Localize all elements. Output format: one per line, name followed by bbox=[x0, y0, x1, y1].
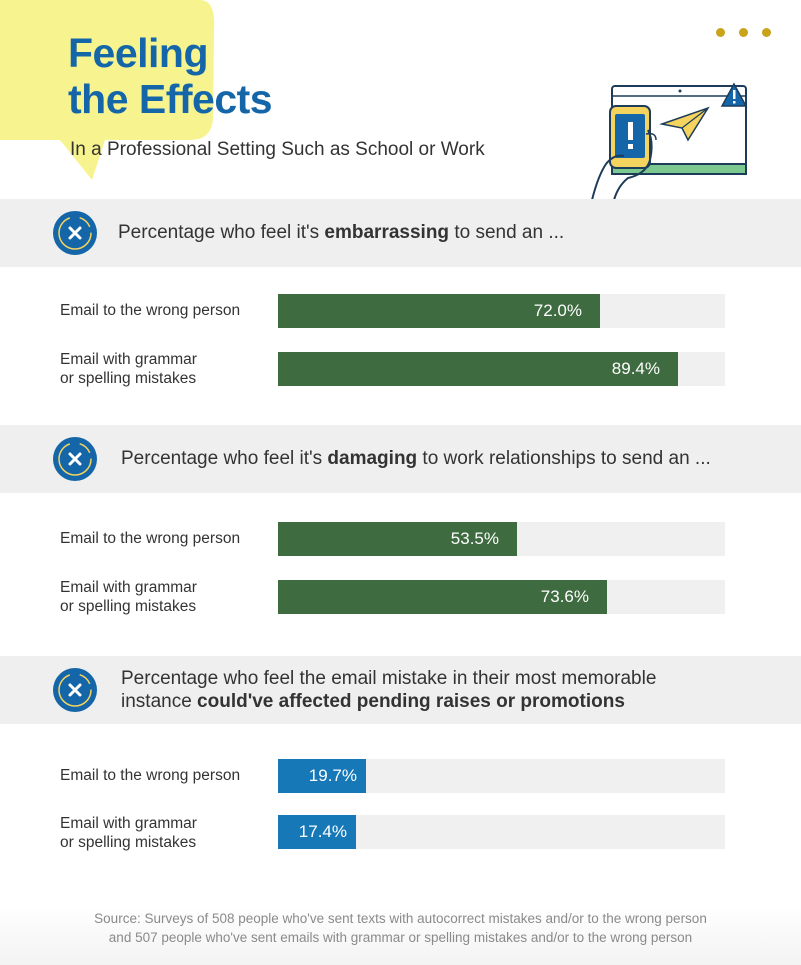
laptop-phone-warning-illustration bbox=[591, 82, 748, 200]
page-title: Feeling the Effects bbox=[68, 30, 273, 122]
bar-0-0: 72.0% bbox=[278, 294, 600, 328]
section-text-bold: damaging bbox=[327, 448, 418, 469]
bar-value-label: 53.5% bbox=[450, 529, 499, 548]
bar-track: 53.5% bbox=[278, 522, 725, 556]
section-text-before: instance bbox=[121, 691, 198, 712]
row-label-wrong-person: Email to the wrong person bbox=[60, 530, 241, 547]
bar-value-label: 17.4% bbox=[298, 822, 347, 841]
row-label-grammar-line2: or spelling mistakes bbox=[60, 370, 197, 387]
section-text: Percentage who feel it's damaging to wor… bbox=[121, 447, 711, 470]
source-note: Source: Surveys of 508 people who've sen… bbox=[0, 909, 801, 947]
bar-1-0: 53.5% bbox=[278, 522, 517, 556]
title-line-1: Feeling bbox=[68, 30, 209, 76]
section-text: Percentage who feel it's embarrassing to… bbox=[118, 221, 564, 244]
row-label-grammar: Email with grammar or spelling mistakes bbox=[60, 350, 197, 388]
source-line-2: and 507 people who've sent emails with g… bbox=[108, 930, 693, 945]
more-dots-icon[interactable] bbox=[716, 28, 771, 37]
section-text-before: Percentage who feel it's bbox=[118, 222, 325, 243]
bar-track: 72.0% bbox=[278, 294, 725, 328]
footer-bg bbox=[0, 905, 801, 965]
section-text-bold: embarrassing bbox=[324, 222, 450, 243]
dot bbox=[716, 28, 725, 37]
row-label-wrong-person: Email to the wrong person bbox=[60, 302, 241, 319]
bar-track: 89.4% bbox=[278, 352, 725, 386]
row-label-grammar-line1: Email with grammar bbox=[60, 351, 197, 368]
bar-track: 17.4% bbox=[278, 815, 725, 849]
bar-track: 73.6% bbox=[278, 580, 725, 614]
speech-bubble-shape bbox=[0, 0, 215, 180]
bar-value-label: 73.6% bbox=[540, 587, 589, 606]
section-text-after: to work relationships to send an ... bbox=[417, 448, 711, 469]
section-text-after: to send an ... bbox=[449, 222, 565, 243]
section-text-bold: could've affected pending raises or prom… bbox=[197, 691, 625, 712]
bar-2-0: 19.7% bbox=[278, 759, 366, 793]
section-text: Percentage who feel the email mistake in… bbox=[121, 667, 656, 713]
row-label-grammar-line1: Email with grammar bbox=[60, 815, 197, 832]
bar-0-1: 89.4% bbox=[278, 352, 678, 386]
title-line-2: the Effects bbox=[68, 76, 273, 122]
x-badge-icon bbox=[53, 668, 97, 712]
dot bbox=[762, 28, 771, 37]
bar-value-label: 89.4% bbox=[611, 359, 660, 378]
page-subtitle: In a Professional Setting Such as School… bbox=[70, 139, 485, 160]
source-line-1: Source: Surveys of 508 people who've sen… bbox=[94, 911, 707, 926]
section-text-before: Percentage who feel it's bbox=[121, 448, 328, 469]
section-header-damaging: Percentage who feel it's damaging to wor… bbox=[0, 425, 801, 493]
bar-1-1: 73.6% bbox=[278, 580, 607, 614]
x-badge-icon bbox=[53, 211, 97, 255]
bar-2-1: 17.4% bbox=[278, 815, 356, 849]
section-header-raises: Percentage who feel the email mistake in… bbox=[0, 656, 801, 724]
x-badge-icon bbox=[53, 437, 97, 481]
row-label-grammar: Email with grammar or spelling mistakes bbox=[60, 814, 197, 852]
bar-track: 19.7% bbox=[278, 759, 725, 793]
section-header-embarrassing: Percentage who feel it's embarrassing to… bbox=[0, 199, 801, 267]
row-label-grammar-line1: Email with grammar bbox=[60, 579, 197, 596]
section-text-line1: Percentage who feel the email mistake in… bbox=[121, 668, 657, 689]
row-label-grammar: Email with grammar or spelling mistakes bbox=[60, 578, 197, 616]
row-label-grammar-line2: or spelling mistakes bbox=[60, 834, 197, 851]
row-label-grammar-line2: or spelling mistakes bbox=[60, 598, 197, 615]
bar-value-label: 72.0% bbox=[533, 301, 582, 320]
row-label-wrong-person: Email to the wrong person bbox=[60, 767, 241, 784]
bar-value-label: 19.7% bbox=[308, 766, 357, 785]
dot bbox=[739, 28, 748, 37]
